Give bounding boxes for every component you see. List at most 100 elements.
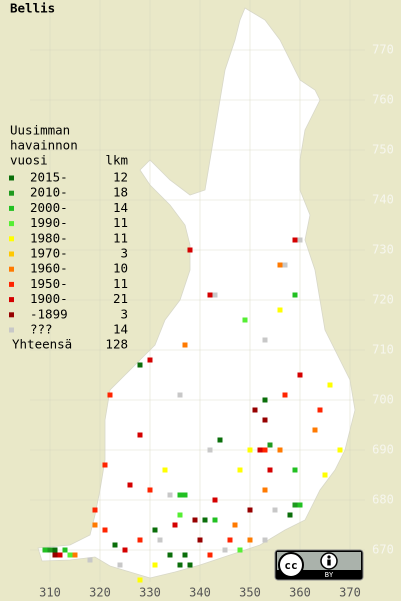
observation-square bbox=[207, 552, 213, 558]
title: Bellis bbox=[10, 1, 55, 16]
observation-square bbox=[177, 392, 183, 398]
observation-square bbox=[147, 487, 153, 493]
legend-count: 3 bbox=[120, 306, 128, 321]
observation-square bbox=[72, 552, 78, 558]
cc-circle bbox=[278, 552, 304, 578]
observation-square bbox=[127, 482, 133, 488]
observation-square bbox=[242, 317, 248, 323]
legend-count: 3 bbox=[120, 246, 128, 261]
legend-label: 2015- bbox=[30, 170, 68, 185]
observation-square bbox=[337, 447, 343, 453]
observation-square bbox=[277, 447, 283, 453]
x-tick-label: 370 bbox=[339, 586, 361, 600]
legend-label: 1990- bbox=[30, 215, 68, 230]
observation-square bbox=[262, 537, 268, 543]
observation-square bbox=[212, 497, 218, 503]
legend-label: 1950- bbox=[30, 276, 68, 291]
observation-square bbox=[137, 362, 143, 368]
observation-square bbox=[212, 517, 218, 523]
observation-square bbox=[177, 492, 183, 498]
observation-square bbox=[177, 512, 183, 518]
by-head bbox=[327, 555, 331, 559]
y-tick-label: 670 bbox=[372, 543, 394, 557]
observation-square bbox=[137, 537, 143, 543]
observation-square bbox=[102, 527, 108, 533]
x-tick-label: 350 bbox=[239, 586, 261, 600]
y-tick-label: 770 bbox=[372, 43, 394, 57]
observation-square bbox=[92, 507, 98, 513]
legend-swatch bbox=[9, 327, 14, 333]
observation-square bbox=[182, 492, 188, 498]
observation-square bbox=[292, 237, 298, 243]
observation-square bbox=[182, 552, 188, 558]
observation-square bbox=[277, 307, 283, 313]
observation-square bbox=[182, 342, 188, 348]
observation-square bbox=[262, 337, 268, 343]
observation-square bbox=[187, 247, 193, 253]
observation-square bbox=[207, 292, 213, 298]
observation-square bbox=[277, 262, 283, 268]
observation-square bbox=[297, 372, 303, 378]
observation-square bbox=[137, 577, 143, 583]
legend-heading: havainnon bbox=[10, 138, 78, 153]
x-tick-label: 310 bbox=[39, 586, 61, 600]
observation-square bbox=[87, 557, 93, 563]
legend-count: 11 bbox=[113, 230, 128, 245]
observation-square bbox=[262, 487, 268, 493]
legend-label: 1970- bbox=[30, 246, 68, 261]
observation-square bbox=[247, 537, 253, 543]
legend-count: 10 bbox=[113, 261, 128, 276]
legend-label: 1900- bbox=[30, 291, 68, 306]
legend-swatch bbox=[9, 251, 14, 257]
legend-count-heading: lkm bbox=[105, 153, 128, 168]
observation-square bbox=[282, 392, 288, 398]
observation-square bbox=[47, 547, 53, 553]
observation-square bbox=[212, 292, 218, 298]
observation-square bbox=[152, 527, 158, 533]
observation-square bbox=[237, 467, 243, 473]
legend-label: -1899 bbox=[30, 306, 68, 321]
observation-square bbox=[62, 547, 68, 553]
y-tick-label: 720 bbox=[372, 293, 394, 307]
observation-square bbox=[297, 237, 303, 243]
observation-square bbox=[292, 467, 298, 473]
total-label: Yhteensä bbox=[12, 337, 72, 352]
legend-count: 11 bbox=[113, 215, 128, 230]
observation-square bbox=[262, 447, 268, 453]
observation-square bbox=[322, 472, 328, 478]
cc-text: cc bbox=[284, 559, 297, 572]
observation-square bbox=[267, 442, 273, 448]
legend-count: 14 bbox=[113, 200, 128, 215]
license-badge: cc BY bbox=[274, 549, 364, 581]
legend-swatch bbox=[9, 205, 14, 211]
observation-square bbox=[67, 552, 73, 558]
observation-square bbox=[222, 547, 228, 553]
observation-square bbox=[52, 547, 58, 553]
observation-square bbox=[327, 382, 333, 388]
observation-square bbox=[317, 407, 323, 413]
legend-heading: Uusimman bbox=[10, 123, 70, 138]
y-tick-label: 700 bbox=[372, 393, 394, 407]
observation-square bbox=[112, 542, 118, 548]
total-count: 128 bbox=[105, 337, 128, 352]
observation-square bbox=[157, 537, 163, 543]
observation-square bbox=[287, 512, 293, 518]
observation-square bbox=[292, 292, 298, 298]
observation-square bbox=[197, 537, 203, 543]
observation-square bbox=[102, 462, 108, 468]
observation-square bbox=[202, 517, 208, 523]
observation-square bbox=[167, 492, 173, 498]
observation-square bbox=[107, 392, 113, 398]
y-tick-label: 690 bbox=[372, 443, 394, 457]
observation-square bbox=[267, 467, 273, 473]
legend-label: 1980- bbox=[30, 230, 68, 245]
observation-square bbox=[92, 522, 98, 528]
x-tick-label: 340 bbox=[189, 586, 211, 600]
y-tick-label: 730 bbox=[372, 243, 394, 257]
observation-square bbox=[272, 507, 278, 513]
observation-square bbox=[117, 562, 123, 568]
observation-square bbox=[227, 537, 233, 543]
observation-square bbox=[257, 447, 263, 453]
by-text: BY bbox=[325, 571, 334, 579]
legend-count: 18 bbox=[113, 185, 128, 200]
